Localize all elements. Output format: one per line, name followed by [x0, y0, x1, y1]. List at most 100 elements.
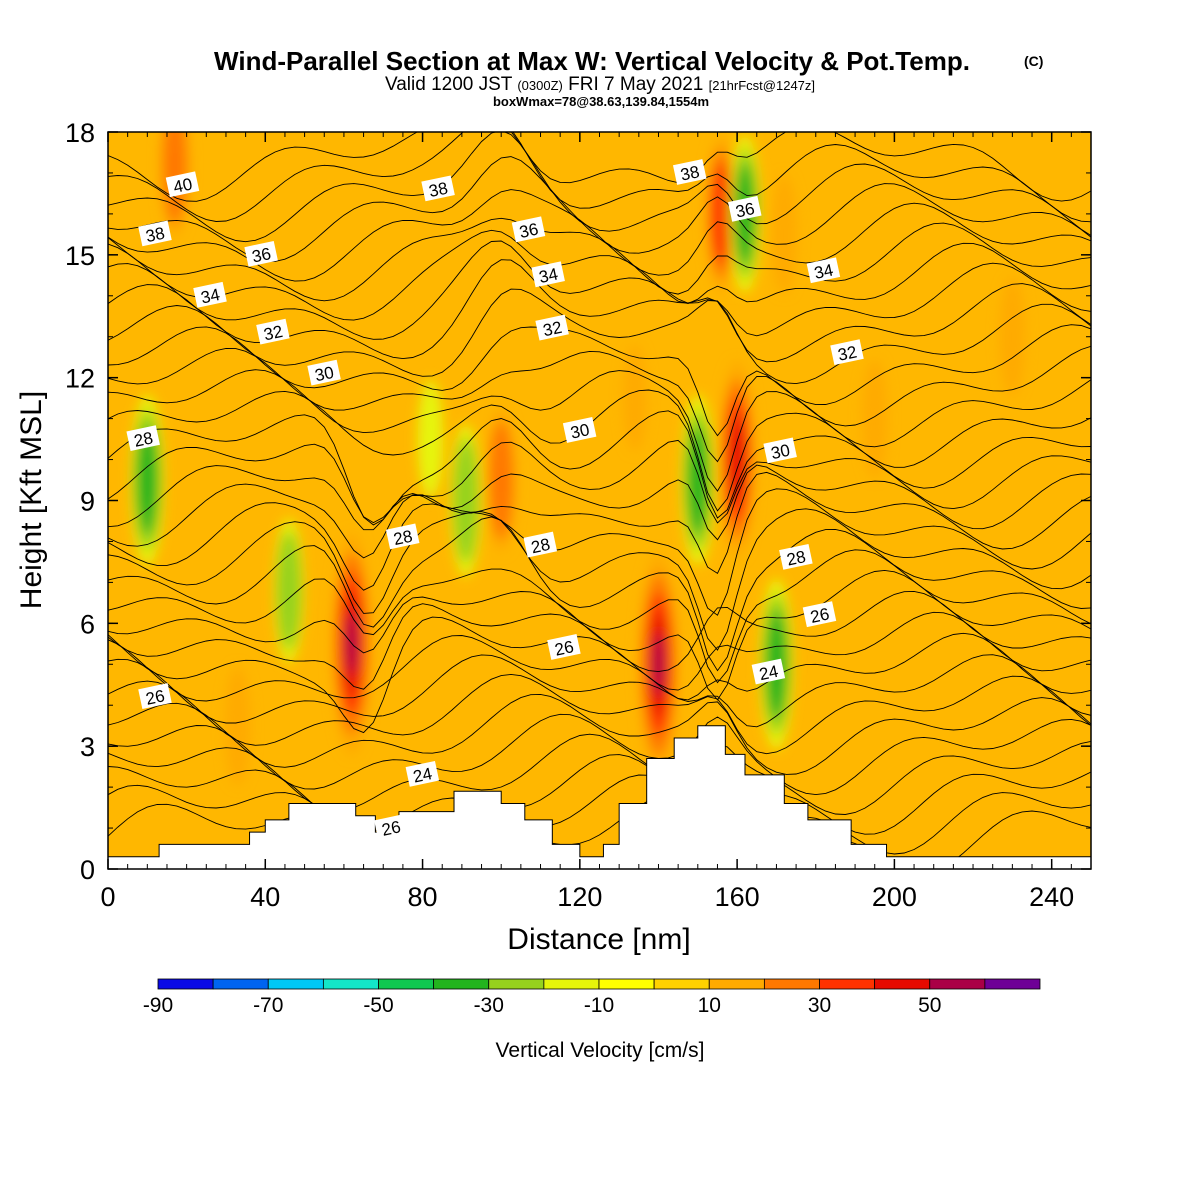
contour-label-text: 32	[541, 318, 563, 341]
theta-contour-line	[108, 632, 1091, 702]
contour-label: 30	[307, 359, 341, 386]
contour-label-text: 34	[812, 260, 834, 283]
colorbar-swatch	[488, 978, 545, 990]
colorbar-swatch	[157, 978, 214, 990]
theta-contour-line	[108, 464, 1091, 541]
contour-label: 26	[547, 634, 581, 660]
chart-subtitle-box: boxWmax=78@38.63,139.84,1554m	[493, 94, 709, 109]
theta-contour-line	[108, 713, 1091, 796]
y-tick-label: 0	[80, 855, 95, 885]
colorbar-tick-label: -50	[363, 994, 393, 1017]
terrain-mask	[108, 725, 1091, 869]
colorbar-swatch	[267, 978, 324, 990]
contour-label: 28	[779, 543, 813, 570]
velocity-cell	[711, 163, 732, 265]
x-tick-label: 120	[557, 882, 602, 912]
contour-label-text: 36	[250, 244, 272, 267]
velocity-cell	[687, 425, 709, 535]
contour-label: 34	[193, 281, 227, 308]
theta-contour-line	[108, 410, 1091, 526]
contour-label: 34	[531, 261, 565, 288]
contour-label: 38	[138, 220, 172, 247]
contour-label-text: 30	[569, 420, 591, 443]
velocity-cell	[276, 531, 301, 651]
contour-labels: 40 38 38 38 36 36 36 34 34 34 32 32 32 30 30 30 28 28 28 28…	[126, 159, 864, 840]
contour-label-text: 38	[679, 162, 701, 185]
contour-label-text: 24	[757, 662, 779, 685]
theta-contour-line	[108, 549, 1091, 684]
contour-label: 30	[562, 417, 597, 443]
contour-label: 36	[728, 195, 762, 222]
theta-contour-line	[108, 654, 1091, 728]
colorbar-swatch	[874, 978, 931, 990]
theta-contour-line	[108, 132, 1091, 223]
contour-label-text: 30	[313, 363, 335, 386]
colorbar-swatch	[653, 978, 710, 990]
theta-contour-line	[108, 229, 1091, 321]
x-axis-label: Distance [nm]	[507, 923, 690, 956]
colorbar-swatch	[322, 978, 379, 990]
contour-label-text: 32	[836, 342, 858, 365]
x-tick-label: 240	[1029, 882, 1074, 912]
contour-label: 24	[405, 760, 440, 787]
velocity-cell	[162, 132, 187, 225]
contour-label-text: 24	[411, 764, 433, 787]
y-tick-label: 18	[65, 118, 95, 148]
theta-contour-line	[108, 439, 1091, 524]
colorbar-tick-label: -10	[584, 994, 614, 1017]
theta-contour-line	[108, 324, 1091, 437]
velocity-cell	[489, 420, 514, 540]
contour-label: 24	[751, 658, 786, 685]
contour-label-text: 28	[392, 527, 414, 550]
contour-label-text: 32	[262, 322, 284, 345]
colorbar-swatch	[378, 978, 435, 990]
contour-label-text: 34	[537, 265, 559, 288]
plot-area: 40 38 38 38 36 36 36 34 34 34 32 32 32 30 30 30 28 28 28 28…	[108, 132, 1091, 869]
contour-label: 26	[374, 814, 408, 840]
theta-contour-line	[108, 345, 1091, 463]
x-tick-label: 200	[872, 882, 917, 912]
theta-contour-line	[108, 369, 1091, 492]
contour-label: 36	[244, 240, 278, 267]
contour-label: 32	[830, 339, 864, 366]
contour-label-text: 28	[785, 547, 807, 570]
theta-contour-line	[108, 590, 1091, 690]
contour-label-text: 26	[380, 817, 402, 840]
contour-label: 32	[535, 314, 569, 341]
contour-label-text: 28	[132, 428, 154, 451]
velocity-cell	[999, 277, 1026, 397]
theta-contour-line	[108, 516, 1091, 672]
colorbar-tick-label: 30	[808, 994, 831, 1017]
theta-contour-line	[108, 132, 1091, 202]
contour-label: 40	[165, 171, 200, 198]
contour-label: 38	[672, 159, 707, 185]
chart-title-suffix: (C)	[1024, 53, 1043, 69]
colorbar-swatch	[819, 978, 876, 990]
colorbar-swatch	[433, 978, 490, 990]
colorbar-swatch	[212, 978, 269, 990]
theta-contour-line	[108, 240, 1091, 340]
contour-label-text: 40	[172, 174, 194, 197]
chart-title: Wind-Parallel Section at Max W: Vertical…	[214, 46, 970, 76]
contour-label-text: 26	[809, 604, 831, 627]
contour-label: 26	[138, 683, 172, 709]
velocity-cell	[862, 359, 888, 479]
contour-label: 36	[511, 216, 546, 243]
contour-label-text: 34	[199, 285, 221, 308]
contour-label-text: 36	[734, 199, 756, 222]
theta-contour-line	[108, 488, 1091, 616]
y-axis-label: Height [Kft MSL]	[15, 391, 48, 609]
colorbar: -90 -70 -50 -30 -10 10 30 50	[143, 978, 1041, 1017]
y-tick-label: 12	[65, 364, 95, 394]
colorbar-tick-label: -90	[143, 994, 173, 1017]
y-tick-label: 3	[80, 732, 95, 762]
contour-label: 34	[806, 257, 841, 284]
chart-subtitle: Valid 1200 JST (0300Z) FRI 7 May 2021 [2…	[385, 74, 815, 95]
y-tick-label: 6	[80, 609, 95, 639]
contour-label-text: 38	[427, 179, 449, 202]
contour-label-text: 26	[553, 637, 575, 660]
theta-contour-line	[108, 389, 1091, 512]
contour-label: 28	[126, 425, 160, 452]
colorbar-swatch	[984, 978, 1041, 990]
